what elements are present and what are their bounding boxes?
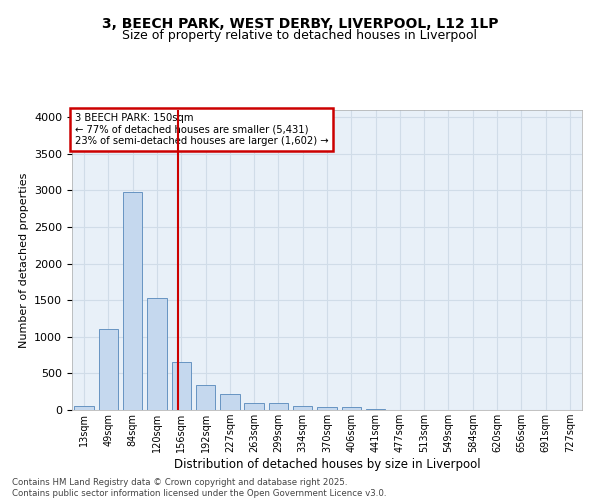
X-axis label: Distribution of detached houses by size in Liverpool: Distribution of detached houses by size …: [173, 458, 481, 471]
Bar: [317, 408, 337, 410]
Bar: [172, 362, 191, 410]
Bar: [341, 408, 361, 410]
Bar: [293, 406, 313, 410]
Bar: [196, 385, 215, 410]
Text: Contains HM Land Registry data © Crown copyright and database right 2025.
Contai: Contains HM Land Registry data © Crown c…: [12, 478, 386, 498]
Bar: [366, 408, 385, 410]
Text: 3 BEECH PARK: 150sqm
← 77% of detached houses are smaller (5,431)
23% of semi-de: 3 BEECH PARK: 150sqm ← 77% of detached h…: [74, 113, 328, 146]
Bar: [220, 394, 239, 410]
Bar: [244, 404, 264, 410]
Y-axis label: Number of detached properties: Number of detached properties: [19, 172, 29, 348]
Bar: [123, 192, 142, 410]
Bar: [74, 406, 94, 410]
Bar: [269, 404, 288, 410]
Text: 3, BEECH PARK, WEST DERBY, LIVERPOOL, L12 1LP: 3, BEECH PARK, WEST DERBY, LIVERPOOL, L1…: [102, 18, 498, 32]
Bar: [99, 329, 118, 410]
Bar: [147, 298, 167, 410]
Text: Size of property relative to detached houses in Liverpool: Size of property relative to detached ho…: [122, 29, 478, 42]
